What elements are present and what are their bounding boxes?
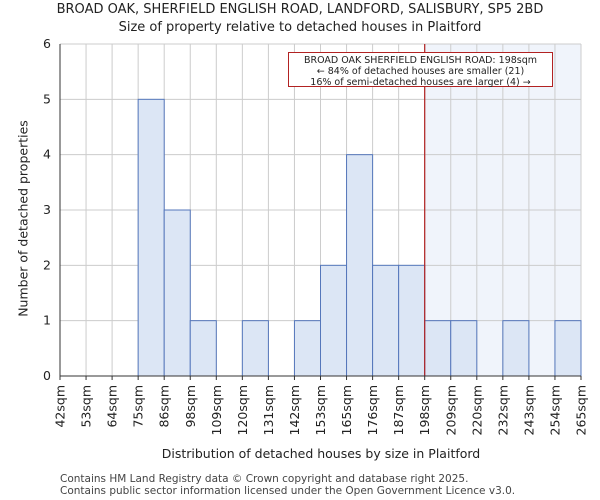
- x-tick-label: 232sqm: [495, 385, 510, 435]
- chart-subtitle: Size of property relative to detached ho…: [118, 20, 482, 35]
- y-axis-label: Number of detached properties: [15, 120, 31, 317]
- bar: [424, 320, 452, 377]
- bar: [189, 320, 217, 377]
- bar: [293, 320, 322, 377]
- bar: [320, 264, 348, 377]
- x-tick-label: 131sqm: [261, 385, 276, 435]
- x-tick-label: 86sqm: [157, 385, 172, 428]
- footer-line-2: Contains public sector information licen…: [60, 485, 516, 497]
- x-tick-label: 109sqm: [209, 385, 224, 435]
- x-tick-label: 120sqm: [235, 385, 250, 435]
- footer-line-1: Contains HM Land Registry data © Crown c…: [60, 473, 469, 485]
- axis-layer: [59, 44, 582, 380]
- x-tick-label: 220sqm: [469, 385, 484, 435]
- x-tick-label: 176sqm: [365, 385, 380, 435]
- y-tick-label: 6: [43, 36, 51, 51]
- x-tick-label: 243sqm: [521, 385, 536, 435]
- y-tick-label: 5: [43, 91, 51, 106]
- annotation-box: BROAD OAK SHERFIELD ENGLISH ROAD: 198sqm…: [288, 52, 553, 88]
- x-tick-label: 53sqm: [79, 385, 94, 428]
- x-tick-label: 98sqm: [183, 385, 198, 428]
- x-tick-label: 265sqm: [574, 385, 589, 435]
- x-tick-label: 198sqm: [417, 385, 432, 435]
- bar-layer: [137, 98, 582, 377]
- x-tick-label: 209sqm: [443, 385, 458, 435]
- y-tick-label: 1: [43, 313, 51, 328]
- y-tick-labels: 0 1 2 3 4 5 6: [43, 36, 51, 383]
- x-tick-label: 254sqm: [547, 385, 562, 435]
- annotation-line-3: 16% of semi-detached houses are larger (…: [310, 77, 531, 88]
- chart-title: BROAD OAK, SHERFIELD ENGLISH ROAD, LANDF…: [56, 2, 544, 17]
- x-tick-label: 153sqm: [313, 385, 328, 435]
- y-tick-label: 0: [43, 368, 51, 383]
- bar: [372, 264, 400, 377]
- bar: [346, 154, 374, 377]
- bar: [137, 98, 165, 377]
- annotation-line-1: BROAD OAK SHERFIELD ENGLISH ROAD: 198sqm: [303, 55, 538, 66]
- x-tick-label: 165sqm: [339, 385, 354, 435]
- annotation-line-2: ← 84% of detached houses are smaller (21…: [316, 66, 525, 77]
- x-tick-label: 64sqm: [105, 385, 120, 428]
- x-axis-label: Distribution of detached houses by size …: [161, 446, 481, 461]
- bar: [502, 320, 530, 377]
- y-tick-label: 4: [43, 147, 51, 162]
- x-tick-label: 187sqm: [391, 385, 406, 435]
- bar: [241, 320, 269, 377]
- bar: [554, 320, 582, 377]
- bar: [450, 320, 478, 377]
- x-tick-label: 75sqm: [131, 385, 146, 428]
- x-tick-label: 142sqm: [287, 385, 302, 435]
- y-tick-label: 2: [43, 257, 51, 272]
- x-tick-label: 42sqm: [53, 385, 68, 428]
- bar: [163, 209, 191, 377]
- x-tick-labels: 42sqm 53sqm 64sqm 75sqm 86sqm 98sqm 109sqm 120s…: [53, 385, 589, 435]
- bar: [398, 264, 426, 377]
- y-tick-label: 3: [43, 202, 51, 217]
